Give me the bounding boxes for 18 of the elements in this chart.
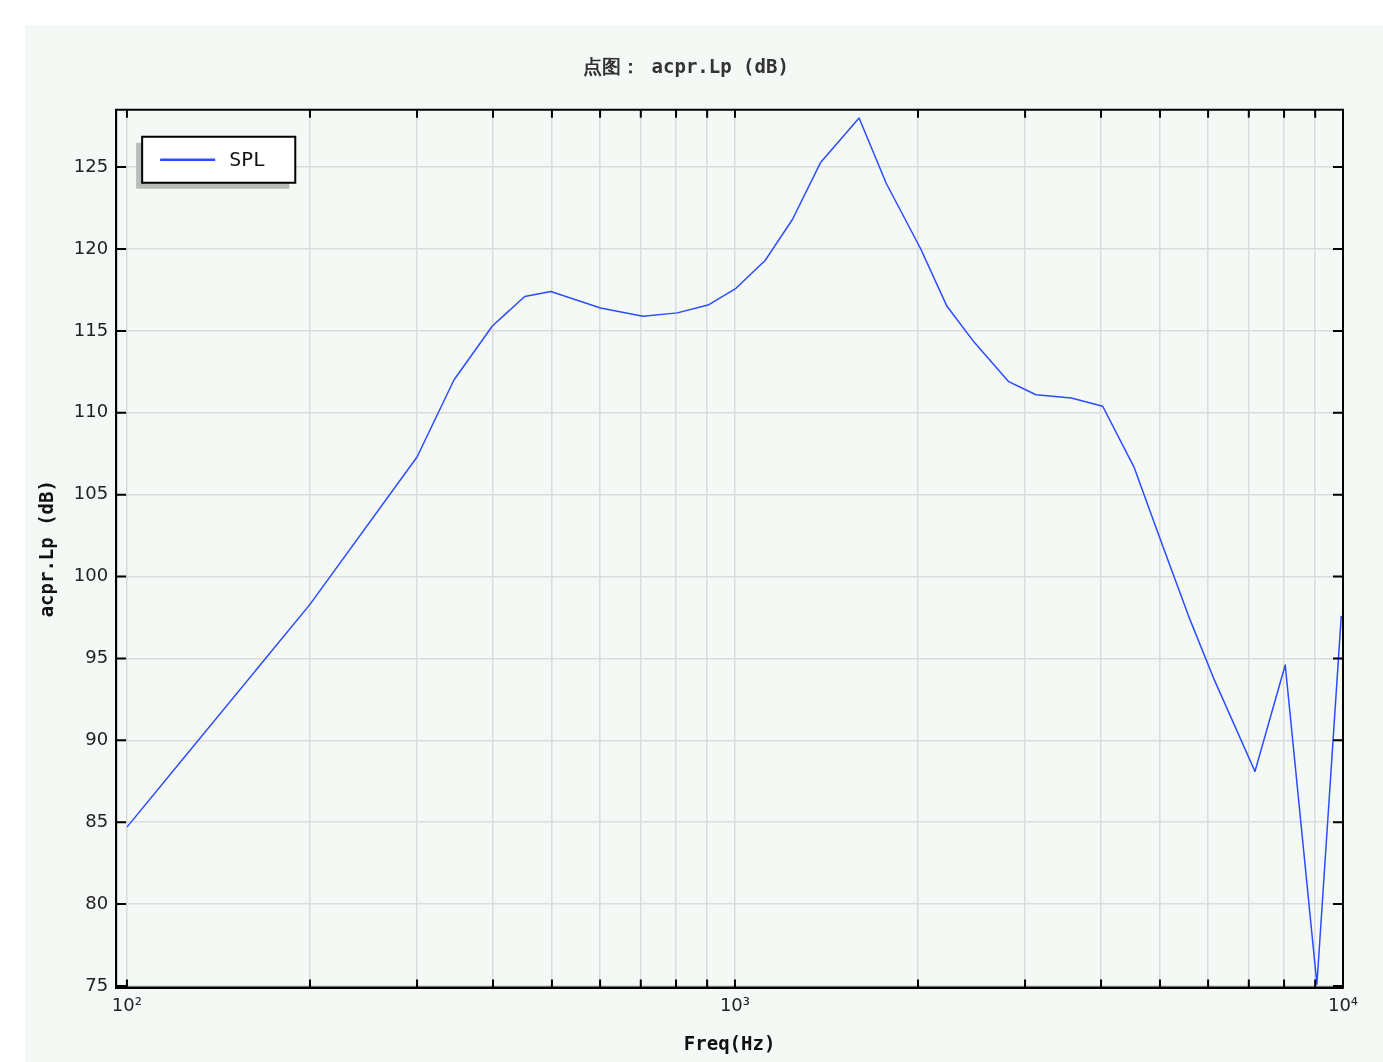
chart-title: 点图： acpr.Lp (dB) (583, 55, 789, 78)
y-tick-label: 95 (85, 646, 109, 668)
y-tick-label: 110 (73, 400, 109, 422)
y-tick-label: 75 (85, 973, 109, 995)
x-tick-label: 10⁴ (1327, 994, 1359, 1016)
y-tick-label: 85 (85, 809, 109, 831)
y-tick-label: 105 (73, 482, 109, 504)
y-axis-title: acpr.Lp (dB) (35, 480, 58, 618)
y-tick-label: 100 (73, 564, 109, 586)
y-tick-label: 125 (73, 154, 109, 176)
x-tick-label: 10³ (719, 994, 751, 1016)
x-axis-title: Freq(Hz) (683, 1031, 776, 1054)
y-tick-label: 120 (73, 236, 109, 258)
legend-label: SPL (229, 147, 266, 171)
y-tick-label: 115 (73, 318, 109, 340)
y-tick-label: 80 (85, 891, 109, 913)
x-tick-label: 10² (111, 994, 142, 1016)
y-tick-label: 90 (85, 727, 109, 749)
